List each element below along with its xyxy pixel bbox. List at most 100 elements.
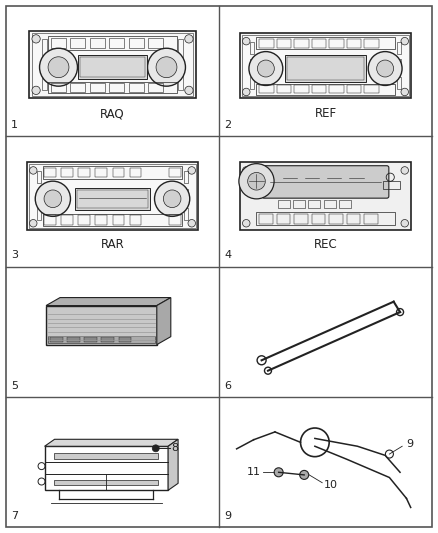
Bar	[397, 77, 401, 88]
Bar	[42, 166, 182, 179]
Bar	[102, 337, 114, 342]
Circle shape	[377, 60, 394, 77]
Circle shape	[300, 471, 309, 479]
Bar	[347, 85, 361, 93]
Text: REF: REF	[314, 107, 336, 120]
Circle shape	[29, 167, 37, 174]
Bar	[84, 337, 97, 342]
Circle shape	[32, 35, 40, 43]
Polygon shape	[168, 439, 178, 490]
Text: 10: 10	[324, 480, 338, 490]
Circle shape	[32, 86, 40, 94]
Circle shape	[243, 220, 250, 227]
Bar	[54, 480, 158, 485]
Circle shape	[152, 445, 159, 452]
Bar	[37, 189, 41, 201]
Bar	[324, 200, 336, 208]
Bar	[78, 168, 90, 177]
Bar	[397, 59, 401, 71]
Bar	[27, 163, 198, 230]
Text: 1: 1	[11, 120, 18, 130]
Bar	[169, 215, 180, 224]
Circle shape	[188, 167, 195, 174]
Circle shape	[368, 52, 402, 85]
Bar	[364, 214, 378, 224]
Bar	[259, 38, 273, 47]
Circle shape	[148, 49, 185, 86]
Bar	[90, 83, 105, 92]
Bar	[42, 39, 47, 91]
Circle shape	[35, 181, 71, 216]
Bar	[37, 171, 41, 183]
Bar	[119, 337, 131, 342]
Polygon shape	[45, 439, 178, 446]
Bar	[32, 33, 193, 96]
Polygon shape	[157, 297, 171, 345]
Bar	[311, 214, 325, 224]
Bar	[129, 37, 144, 49]
Bar	[308, 200, 320, 208]
Bar	[37, 208, 41, 220]
Bar	[339, 200, 351, 208]
Circle shape	[155, 181, 190, 216]
Bar	[259, 214, 273, 224]
Bar	[178, 39, 183, 91]
Circle shape	[185, 35, 193, 43]
Bar	[329, 214, 343, 224]
Bar	[67, 337, 80, 342]
Text: 8: 8	[172, 443, 179, 454]
Bar	[259, 85, 273, 93]
Bar	[250, 42, 254, 53]
Bar	[184, 208, 188, 220]
Bar	[250, 59, 254, 71]
Bar	[256, 84, 396, 94]
Text: 11: 11	[247, 467, 261, 477]
Circle shape	[258, 60, 274, 77]
Bar	[364, 85, 379, 93]
Bar	[109, 37, 124, 49]
Polygon shape	[46, 305, 157, 345]
Circle shape	[401, 88, 409, 96]
Bar	[293, 200, 305, 208]
Bar	[347, 214, 360, 224]
Bar	[294, 85, 309, 93]
Bar	[364, 38, 379, 47]
Text: 5: 5	[11, 381, 18, 391]
Bar	[90, 37, 105, 49]
Bar	[48, 82, 177, 93]
Bar	[148, 37, 163, 49]
Bar	[256, 37, 396, 49]
Bar	[51, 37, 66, 49]
Circle shape	[29, 220, 37, 227]
Bar	[294, 38, 309, 47]
FancyBboxPatch shape	[262, 166, 389, 198]
Polygon shape	[46, 297, 171, 305]
Bar	[44, 168, 56, 177]
Bar	[294, 214, 308, 224]
Bar	[50, 337, 63, 342]
Circle shape	[243, 37, 250, 45]
Bar	[285, 55, 367, 82]
Bar	[276, 38, 291, 47]
Circle shape	[185, 86, 193, 94]
Bar	[44, 215, 56, 224]
Bar	[61, 215, 73, 224]
Bar	[29, 31, 196, 99]
Text: RAR: RAR	[101, 238, 124, 251]
Circle shape	[247, 173, 265, 190]
Bar	[113, 168, 124, 177]
Circle shape	[39, 49, 78, 86]
Circle shape	[48, 57, 69, 78]
Bar	[54, 454, 158, 458]
Bar	[169, 168, 180, 177]
Bar	[240, 163, 411, 230]
Bar	[278, 200, 290, 208]
Bar	[71, 37, 85, 49]
Circle shape	[243, 167, 250, 174]
Bar	[130, 168, 141, 177]
Circle shape	[156, 57, 177, 78]
Text: 2: 2	[224, 120, 231, 130]
Bar	[77, 190, 148, 208]
Bar	[148, 83, 163, 92]
Bar	[78, 55, 148, 79]
